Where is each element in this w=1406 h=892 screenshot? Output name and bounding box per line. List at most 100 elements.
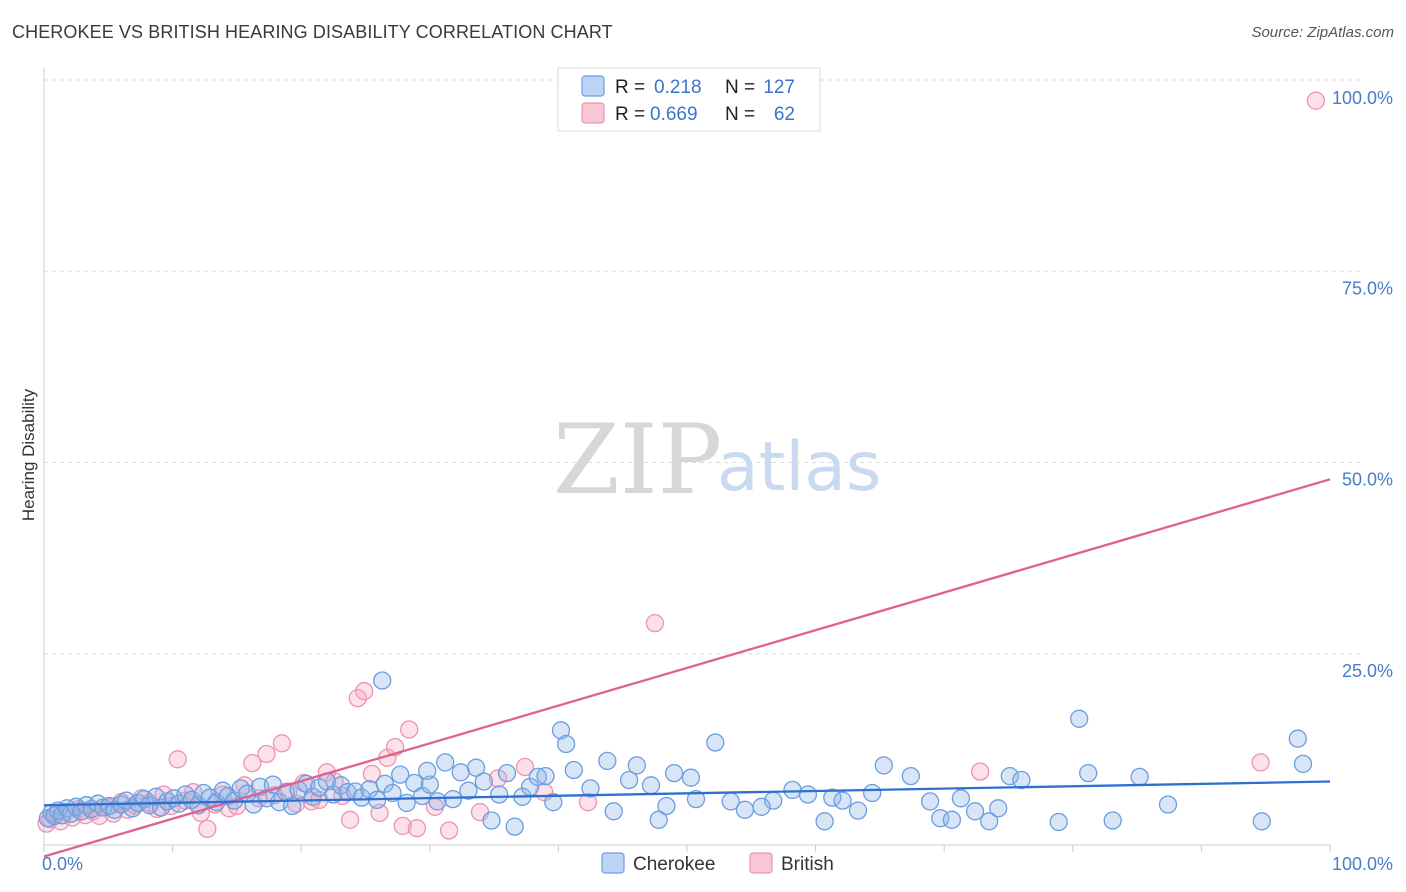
british-point-54 (439, 821, 459, 840)
cherokee-point-64 (436, 753, 455, 772)
y-tick-labels: 25.0% 50.0% 75.0% 100.0% (1332, 88, 1393, 681)
stats-legend: R = 0.218 N = 127 R = 0.669 N = 62 (557, 67, 821, 132)
cherokee-point-87 (649, 810, 668, 829)
cherokee-point-57 (383, 783, 402, 803)
watermark-atlas: atlas (717, 428, 881, 507)
legend-r-label-cherokee: R = (615, 77, 645, 98)
bottom-legend-label-british: British (781, 854, 834, 875)
cherokee-point-103 (901, 766, 920, 786)
grid-lines (44, 79, 1360, 655)
british-point-40 (317, 763, 337, 782)
cherokee-point-76 (528, 767, 547, 787)
y-tick-label-2: 75.0% (1342, 278, 1393, 298)
legend-n-label-cherokee: N = (725, 77, 755, 98)
cherokee-point-71 (490, 785, 509, 804)
chart-title: CHEROKEE VS BRITISH HEARING DISABILITY C… (12, 22, 613, 42)
cherokee-point-59 (397, 793, 416, 813)
british-trend-line (43, 478, 1331, 858)
cherokee-point-119 (1252, 812, 1271, 831)
cherokee-point-100 (833, 791, 852, 810)
cherokee-point-62 (420, 775, 439, 794)
cherokee-point-21 (146, 787, 166, 806)
legend-r-value-british: 0.669 (650, 104, 698, 125)
british-point-63 (1306, 91, 1326, 110)
british-point-60 (645, 613, 665, 633)
cherokee-point-99 (823, 788, 842, 807)
cherokee-point-80 (564, 760, 583, 780)
cherokee-point-113 (1049, 812, 1068, 832)
cherokee-point-116 (1103, 811, 1122, 830)
cherokee-point-86 (641, 776, 661, 795)
cherokee-point-112 (1012, 770, 1031, 790)
watermark-zip: ZIP (553, 404, 722, 516)
cherokee-point-84 (619, 770, 639, 790)
axes (43, 68, 1331, 852)
british-point-30 (243, 753, 262, 773)
british-point-34 (272, 734, 292, 753)
british-point-56 (488, 769, 508, 788)
cherokee-point-89 (664, 763, 684, 783)
cherokee-point-125 (752, 797, 771, 816)
cherokee-point-90 (681, 768, 701, 787)
cherokee-point-124 (544, 793, 563, 812)
cherokee-point-108 (965, 802, 985, 821)
cherokee-point-83 (604, 802, 623, 821)
cherokee-point-110 (989, 799, 1008, 818)
trend-lines (43, 478, 1331, 858)
cherokee-point-65 (443, 789, 463, 809)
cherokee-point-114 (1070, 709, 1089, 728)
cherokee-point-123 (418, 761, 437, 780)
y-tick-label-0: 25.0% (1342, 661, 1393, 681)
cherokee-point-68 (466, 758, 486, 777)
british-point-24 (198, 819, 217, 839)
cherokee-point-96 (783, 780, 802, 800)
cherokee-point-109 (980, 812, 999, 831)
cherokee-point-101 (863, 783, 882, 803)
cherokee-point-94 (735, 800, 755, 819)
x-tick-labels: 0.0% 100.0% (42, 854, 1393, 874)
cherokee-point-92 (706, 733, 725, 752)
x-tick-label-1: 100.0% (1332, 854, 1393, 874)
cherokee-point-67 (459, 781, 478, 800)
cherokee-point-81 (581, 779, 600, 798)
british-point-61 (971, 762, 990, 781)
cherokee-point-104 (920, 792, 940, 811)
cherokee-point-117 (1130, 767, 1149, 787)
british-point-50 (393, 816, 412, 836)
british-point-20 (168, 750, 187, 769)
cherokee-point-107 (951, 789, 971, 808)
british-point-51 (400, 720, 419, 739)
cherokee-point-126 (848, 801, 868, 820)
cherokee-point-91 (686, 789, 706, 809)
y-axis-label: Hearing Disability (19, 388, 38, 521)
cherokee-point-72 (497, 763, 517, 783)
cherokee-point-63 (428, 792, 447, 811)
cherokee-point-32 (213, 781, 232, 800)
cherokee-point-85 (627, 756, 646, 775)
cherokee-point-66 (451, 763, 470, 782)
cherokee-point-115 (1079, 763, 1098, 783)
cherokee-point-58 (391, 765, 410, 784)
legend-r-value-cherokee: 0.218 (654, 77, 702, 98)
legend-swatch-british (581, 102, 605, 124)
cherokee-point-97 (798, 785, 818, 804)
source-credit: Source: ZipAtlas.com (1251, 24, 1394, 41)
british-point-52 (407, 819, 427, 838)
cherokee-point-122 (373, 671, 392, 690)
legend-n-label-british: N = (725, 104, 755, 125)
cherokee-point-77 (536, 766, 555, 786)
british-point-62 (1251, 753, 1270, 772)
legend-n-value-british: 62 (774, 104, 795, 125)
y-tick-label-3: 100.0% (1332, 88, 1393, 108)
cherokee-point-79 (556, 734, 576, 754)
british-point-32 (257, 744, 276, 764)
british-point-14 (126, 796, 145, 815)
cherokee-point-111 (1000, 766, 1019, 786)
cherokee-point-70 (482, 811, 501, 830)
cherokee-point-82 (598, 751, 617, 771)
x-tick-label-0: 0.0% (42, 854, 83, 874)
y-tick-label-1: 50.0% (1342, 470, 1393, 490)
cherokee-point-98 (815, 812, 834, 831)
cherokee-point-73 (505, 817, 524, 836)
